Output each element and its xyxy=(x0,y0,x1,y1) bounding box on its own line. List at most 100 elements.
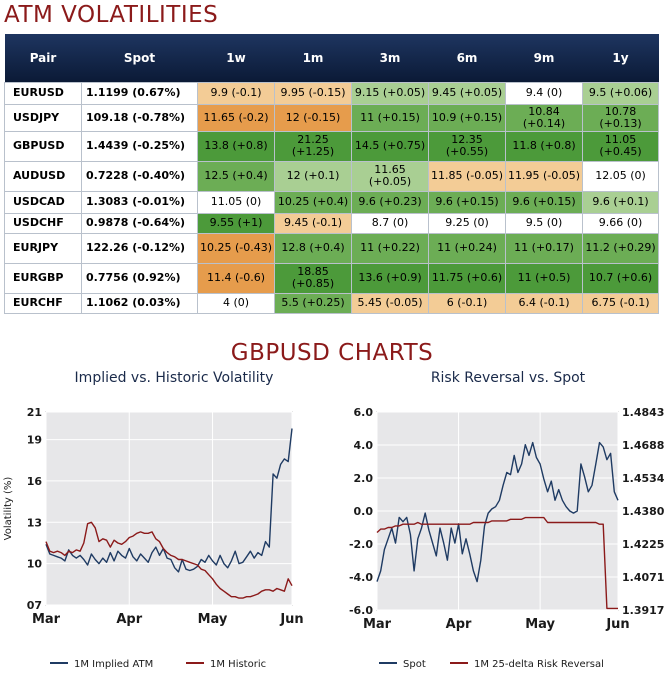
chart1-title: Implied vs. Historic Volatility xyxy=(74,370,274,386)
table-row: AUDUSD 0.7228 (-0.40%) 12.5 (+0.4) 12 (+0.1… xyxy=(4,160,659,192)
vol-cell: 14.5 (+0.75) xyxy=(351,130,429,162)
vol-cell: 12 (-0.15) xyxy=(274,103,352,132)
chart1-legend-label-0: 1M Implied ATM xyxy=(74,659,153,670)
gbpusd-charts-heading: GBPUSD CHARTS xyxy=(230,340,434,366)
vol-cell: 6.4 (-0.1) xyxy=(505,292,583,314)
chart2-ytick-label: 0.0 xyxy=(354,505,374,518)
vol-cell: 11 (+0.24) xyxy=(428,232,506,264)
vol-cell: 8.7 (0) xyxy=(351,212,429,234)
vol-cell: 11.8 (+0.8) xyxy=(505,130,583,162)
col-header-1y: 1y xyxy=(582,34,659,82)
chart2-xtick-label: Jun xyxy=(605,617,629,632)
chart2-y2tick-label: 1.4225 xyxy=(622,538,664,551)
chart2-y2tick-label: 1.4534 xyxy=(622,472,664,485)
vol-cell: 9.5 (0) xyxy=(505,212,583,234)
chart1-ytick-label: 07 xyxy=(27,599,42,612)
vol-cell: 13.6 (+0.9) xyxy=(351,262,429,294)
chart2-y2tick-label: 1.3917 xyxy=(622,604,664,617)
vol-cell: 13.8 (+0.8) xyxy=(197,130,275,162)
chart1-ytick-label: 16 xyxy=(27,475,43,488)
chart2-series-line-1 xyxy=(376,516,618,610)
col-header-spot: Spot xyxy=(81,34,198,82)
spot-cell: 122.26 (-0.12%) xyxy=(81,232,198,264)
vol-cell: 11.05 (+0.45) xyxy=(582,130,659,162)
table-row: EURCHF 1.1062 (0.03%) 4 (0) 5.5 (+0.25) 5.45… xyxy=(4,292,659,314)
vol-cell: 10.25 (-0.43) xyxy=(197,232,275,264)
vol-cell: 9.5 (+0.06) xyxy=(582,81,659,105)
chart2-xtick-label: Apr xyxy=(446,617,472,632)
vol-cell: 11 (+0.22) xyxy=(351,232,429,264)
vol-cell: 18.85 (+0.85) xyxy=(274,262,352,294)
chart1-xtick-label: Apr xyxy=(116,612,142,627)
chart2-y2tick-label: 1.4688 xyxy=(622,439,664,452)
vol-cell: 10.25 (+0.4) xyxy=(274,190,352,214)
chart2-y2tick-label: 1.4843 xyxy=(622,406,664,419)
table-row: USDCAD 1.3083 (-0.01%) 11.05 (0) 10.25 (+0.… xyxy=(4,190,659,214)
chart2-y2tick-label: 1.4071 xyxy=(622,571,664,584)
chart2-ytick-label: 4.0 xyxy=(354,439,374,452)
vol-cell: 12.05 (0) xyxy=(582,160,659,192)
vol-cell: 5.45 (-0.05) xyxy=(351,292,429,314)
vol-cell: 9.66 (0) xyxy=(582,212,659,234)
vol-cell: 12.8 (+0.4) xyxy=(274,232,352,264)
vol-cell: 9.6 (+0.15) xyxy=(428,190,506,214)
vol-cell: 12 (+0.1) xyxy=(274,160,352,192)
pair-cell: EURCHF xyxy=(4,292,82,314)
vol-cell: 9.45 (+0.05) xyxy=(428,81,506,105)
vol-cell: 10.7 (+0.6) xyxy=(582,262,659,294)
vol-cell: 4 (0) xyxy=(197,292,275,314)
table-row: GBPUSD 1.4439 (-0.25%) 13.8 (+0.8) 21.25 (+… xyxy=(4,130,659,162)
vol-cell: 11.75 (+0.6) xyxy=(428,262,506,294)
chart2-y2tick-label: 1.4380 xyxy=(622,505,664,518)
chart1-ylabel: Volatility (%) xyxy=(3,477,14,541)
vol-cell: 11 (+0.17) xyxy=(505,232,583,264)
table-row: EURJPY 122.26 (-0.12%) 10.25 (-0.43) 12.8 (… xyxy=(4,232,659,264)
vol-cell: 9.6 (+0.15) xyxy=(505,190,583,214)
chart2-ytick-label: 2.0 xyxy=(354,472,374,485)
volatility-table-wrap: Pair Spot 1w 1m 3m 6m 9m 1y EURUSD 1.1199… xyxy=(4,34,659,314)
chart1-legend-label-1: 1M Historic xyxy=(210,659,266,670)
vol-cell: 12.35 (+0.55) xyxy=(428,130,506,162)
chart2-series-line-0 xyxy=(376,441,619,583)
chart1-ytick-label: 19 xyxy=(27,434,42,447)
col-header-1w: 1w xyxy=(197,34,275,82)
chart2-xtick-label: Mar xyxy=(363,617,392,632)
chart1-ytick-label: 21 xyxy=(27,406,42,419)
pair-cell: AUDUSD xyxy=(4,160,82,192)
vol-cell: 10.84 (+0.14) xyxy=(505,103,583,132)
table-row: USDJPY 109.18 (-0.78%) 11.65 (-0.2) 12 (-0.… xyxy=(4,103,659,132)
vol-cell: 6 (-0.1) xyxy=(428,292,506,314)
table-row: EURGBP 0.7756 (0.92%) 11.4 (-0.6) 18.85 (+0… xyxy=(4,262,659,294)
atm-volatilities-heading: ATM VOLATILITIES xyxy=(4,2,219,28)
vol-cell: 9.6 (+0.1) xyxy=(582,190,659,214)
spot-cell: 0.7228 (-0.40%) xyxy=(81,160,198,192)
pair-cell: GBPUSD xyxy=(4,130,82,162)
vol-cell: 6.75 (-0.1) xyxy=(582,292,659,314)
chart1-ytick-label: 10 xyxy=(27,558,43,571)
vol-cell: 11.85 (-0.05) xyxy=(428,160,506,192)
col-header-6m: 6m xyxy=(428,34,506,82)
vol-cell: 11.95 (-0.05) xyxy=(505,160,583,192)
chart2-xtick-label: May xyxy=(525,617,555,632)
volatility-table: Pair Spot 1w 1m 3m 6m 9m 1y EURUSD 1.1199… xyxy=(4,34,659,314)
vol-cell: 11.2 (+0.29) xyxy=(582,232,659,264)
vol-cell: 10.78 (+0.13) xyxy=(582,103,659,132)
spot-cell: 0.9878 (-0.64%) xyxy=(81,212,198,234)
vol-cell: 5.5 (+0.25) xyxy=(274,292,352,314)
chart1-xtick-label: Mar xyxy=(32,612,61,627)
vol-cell: 10.9 (+0.15) xyxy=(428,103,506,132)
vol-cell: 9.6 (+0.23) xyxy=(351,190,429,214)
table-header-row: Pair Spot 1w 1m 3m 6m 9m 1y xyxy=(4,34,659,82)
col-header-9m: 9m xyxy=(505,34,583,82)
pair-cell: USDJPY xyxy=(4,103,82,132)
pair-cell: USDCHF xyxy=(4,212,82,234)
chart2-ytick-label: -4.0 xyxy=(349,571,373,584)
col-header-1m: 1m xyxy=(274,34,352,82)
vol-cell: 11 (+0.15) xyxy=(351,103,429,132)
spot-cell: 1.1062 (0.03%) xyxy=(81,292,198,314)
chart2-ytick-label: -6.0 xyxy=(349,604,373,617)
vol-cell: 21.25 (+1.25) xyxy=(274,130,352,162)
chart2-ytick-label: 6.0 xyxy=(354,406,374,419)
vol-cell: 9.95 (-0.15) xyxy=(274,81,352,105)
